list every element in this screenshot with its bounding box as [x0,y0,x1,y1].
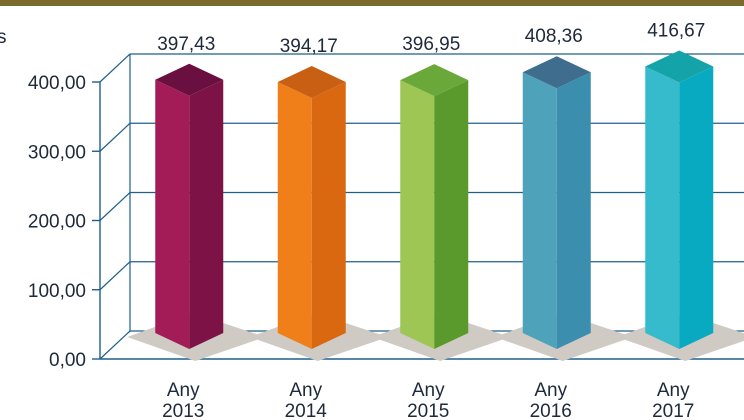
bar-top [645,50,714,83]
value-label: 396,95 [402,34,460,55]
value-label: 408,36 [525,26,583,47]
gridline-diagonal [99,261,131,291]
bars: 397,43 394,17 396,95 408,36 416,67 [127,20,744,361]
gridline-diagonal [99,122,131,152]
x-tick-label: Any 2016 [530,380,572,420]
y-tick-label: 300,00 [28,142,86,163]
gridline-diagonal [99,330,131,360]
value-label: 394,17 [280,36,338,57]
x-tick-label: Any 2014 [285,380,328,420]
value-label: 397,43 [157,34,215,55]
x-tick-label: Any 2013 [162,380,204,420]
bar-side [434,80,469,349]
bar-top [522,56,591,89]
bar-front [400,80,435,349]
bar-top [155,63,224,96]
bar-front [277,82,312,349]
bar-top [277,66,346,99]
top-rule [0,0,744,6]
x-tick-label: Any 2015 [407,380,449,420]
bar-side [679,66,714,349]
bar-side [189,79,224,349]
y-tick-label: 400,00 [28,73,86,94]
y-tick-label: 0,00 [49,350,86,371]
gridline-diagonal [99,53,131,83]
value-label: 416,67 [647,20,705,41]
x-ticks: Any 2013 Any 2014 Any 2015 Any 2016 Any 2017 [162,380,694,420]
y-ticks: 0,00 100,00 200,00 300,00 400,00 [28,73,86,371]
y-tick-label: 100,00 [28,281,86,302]
bar-front [155,79,190,349]
y-axis-label: s [0,27,7,48]
bar-side [556,72,591,350]
bar-front [522,72,557,350]
x-tick-label: Any 2017 [652,380,694,420]
bar-top [400,64,469,97]
gridline-diagonal [99,192,131,221]
bar-side [311,82,346,349]
y-tick-label: 200,00 [28,212,86,233]
bar-front [645,66,680,349]
